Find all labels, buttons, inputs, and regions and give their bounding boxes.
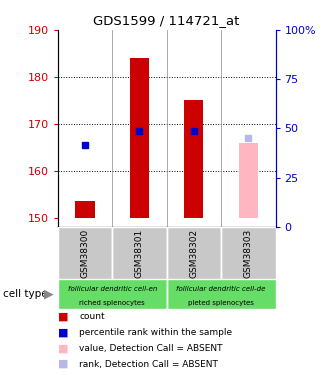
- Bar: [112, 227, 167, 279]
- Text: ■: ■: [58, 359, 68, 369]
- Text: ■: ■: [58, 328, 68, 338]
- Text: ■: ■: [58, 344, 68, 353]
- Bar: [130, 58, 149, 217]
- Text: riched splenocytes: riched splenocytes: [79, 300, 145, 306]
- Text: ▶: ▶: [44, 288, 53, 301]
- Text: value, Detection Call = ABSENT: value, Detection Call = ABSENT: [79, 344, 223, 353]
- Text: count: count: [79, 312, 105, 321]
- Bar: [58, 279, 167, 309]
- Text: percentile rank within the sample: percentile rank within the sample: [79, 328, 232, 337]
- Bar: [167, 227, 221, 279]
- Bar: [167, 279, 276, 309]
- Bar: [184, 100, 203, 218]
- Bar: [58, 227, 112, 279]
- Text: cell type: cell type: [3, 290, 48, 299]
- Text: GSM38300: GSM38300: [81, 228, 89, 278]
- Bar: [239, 142, 258, 218]
- Text: ■: ■: [58, 312, 68, 322]
- Title: GDS1599 / 114721_at: GDS1599 / 114721_at: [93, 15, 240, 27]
- Text: follicular dendritic cell-en: follicular dendritic cell-en: [68, 286, 157, 292]
- Text: follicular dendritic cell-de: follicular dendritic cell-de: [177, 286, 266, 292]
- Text: GSM38302: GSM38302: [189, 228, 198, 278]
- Text: GSM38301: GSM38301: [135, 228, 144, 278]
- Bar: [221, 227, 276, 279]
- Text: rank, Detection Call = ABSENT: rank, Detection Call = ABSENT: [79, 360, 218, 369]
- Text: GSM38303: GSM38303: [244, 228, 253, 278]
- Bar: [76, 201, 94, 217]
- Text: pleted splenocytes: pleted splenocytes: [188, 300, 254, 306]
